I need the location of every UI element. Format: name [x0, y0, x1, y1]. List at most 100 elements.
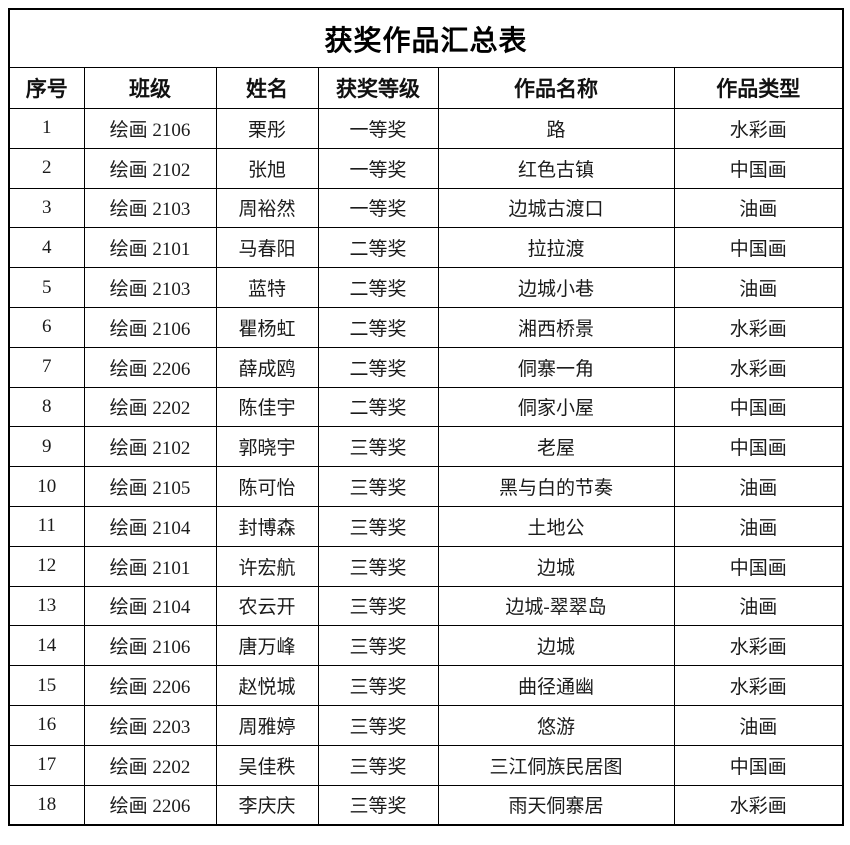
- cell-work_type: 水彩画: [673, 784, 844, 826]
- cell-award_level: 二等奖: [317, 267, 439, 308]
- cell-no: 9: [8, 426, 85, 468]
- cell-award_level: 三等奖: [317, 585, 439, 627]
- cell-student_name: 吴佳秩: [215, 744, 319, 786]
- table-row: 12 绘画 2101 许宏航 三等奖 边城 中国画: [8, 545, 844, 587]
- cell-class_name: 绘画 2106: [83, 306, 217, 348]
- cell-work_title: 边城: [437, 625, 675, 667]
- cell-no: 14: [8, 625, 85, 667]
- cell-work_type: 中国画: [673, 545, 844, 587]
- table-row: 6 绘画 2106 瞿杨虹 二等奖 湘西桥景 水彩画: [8, 306, 844, 348]
- cell-work_title: 侗家小屋: [437, 386, 675, 428]
- table-body: 1 绘画 2106 栗彤 一等奖路水彩画 2 绘画 2102 张旭 一等奖 红色古镇 中国画 3 绘画…: [8, 108, 844, 826]
- cell-student_name: 瞿杨虹: [215, 306, 319, 348]
- cell-no: 16: [8, 704, 85, 746]
- cell-award_level: 二等奖: [317, 306, 439, 348]
- table-row: 18 绘画 2206 李庆庆 三等奖 雨天侗寨居 水彩画: [8, 784, 844, 826]
- cell-student_name: 郭晓宇: [215, 426, 319, 468]
- cell-student_name: 李庆庆: [215, 784, 319, 826]
- cell-award_level: 一等奖: [317, 187, 439, 229]
- cell-work_title: 三江侗族民居图: [437, 744, 675, 786]
- cell-award_level: 三等奖: [317, 545, 439, 587]
- cell-student_name: 马春阳: [215, 227, 319, 269]
- cell-work_title: 老屋: [437, 426, 675, 468]
- cell-award_level: 三等奖: [317, 625, 439, 667]
- cell-award_level: 三等奖: [317, 704, 439, 746]
- award-summary-table: 获奖作品汇总表 序号 班级 姓名 获奖等级 作品名称 作品类型 1 绘画 2106 栗彤 一等奖…: [8, 8, 845, 827]
- table-row: 17 绘画 2202 吴佳秩 三等奖 三江侗族民居图 中国画: [8, 744, 844, 786]
- cell-work_type: 油画: [673, 585, 844, 627]
- cell-student_name: 薛成鸥: [215, 346, 319, 388]
- cell-student_name: 唐万峰: [215, 625, 319, 667]
- cell-work_title: 侗寨一角: [437, 346, 675, 388]
- cell-award_level: 二等奖: [317, 346, 439, 388]
- cell-work_title: 拉拉渡: [437, 227, 675, 269]
- cell-student_name: 周裕然: [215, 187, 319, 229]
- cell-work_type: 中国画: [673, 426, 844, 468]
- cell-work_title: 边城: [437, 545, 675, 587]
- cell-no: 17: [8, 744, 85, 786]
- cell-work_title: 边城小巷: [437, 267, 675, 308]
- table-row: 14 绘画 2106 唐万峰 三等奖 边城 水彩画: [8, 625, 844, 667]
- cell-no: 11: [8, 505, 85, 547]
- cell-no: 2: [8, 147, 85, 189]
- cell-award_level: 一等奖: [317, 108, 439, 149]
- cell-class_name: 绘画 2206: [83, 665, 217, 706]
- cell-work_type: 水彩画: [673, 346, 844, 388]
- header-cell-class_name: 班级: [83, 67, 217, 109]
- cell-work_type: 水彩画: [673, 108, 844, 149]
- table-row: 8 绘画 2202 陈佳宇 二等奖 侗家小屋 中国画: [8, 386, 844, 428]
- cell-student_name: 陈佳宇: [215, 386, 319, 428]
- table-row: 11 绘画 2104 封博森 三等奖 土地公 油画: [8, 505, 844, 547]
- cell-student_name: 许宏航: [215, 545, 319, 587]
- cell-work_type: 中国画: [673, 744, 844, 786]
- cell-class_name: 绘画 2104: [83, 585, 217, 627]
- cell-student_name: 蓝特: [215, 267, 319, 308]
- header-cell-award_level: 获奖等级: [317, 67, 439, 109]
- cell-no: 4: [8, 227, 85, 269]
- cell-work_title: 曲径通幽: [437, 665, 675, 706]
- cell-class_name: 绘画 2102: [83, 426, 217, 468]
- cell-class_name: 绘画 2103: [83, 187, 217, 229]
- header-cell-no: 序号: [8, 67, 85, 109]
- cell-work_type: 油画: [673, 187, 844, 229]
- cell-class_name: 绘画 2105: [83, 466, 217, 507]
- cell-class_name: 绘画 2202: [83, 744, 217, 786]
- cell-award_level: 三等奖: [317, 466, 439, 507]
- cell-class_name: 绘画 2103: [83, 267, 217, 308]
- cell-no: 3: [8, 187, 85, 229]
- cell-class_name: 绘画 2203: [83, 704, 217, 746]
- cell-work_title: 红色古镇: [437, 147, 675, 189]
- cell-work_type: 中国画: [673, 147, 844, 189]
- cell-class_name: 绘画 2102: [83, 147, 217, 189]
- table-row: 3 绘画 2103 周裕然 一等奖 边城古渡口 油画: [8, 187, 844, 229]
- table-title-row: 获奖作品汇总表: [8, 8, 844, 68]
- cell-no: 15: [8, 665, 85, 706]
- table-row: 9 绘画 2102 郭晓宇 三等奖 老屋 中国画: [8, 426, 844, 468]
- table-row: 2 绘画 2102 张旭 一等奖 红色古镇 中国画: [8, 147, 844, 189]
- header-cell-work_title: 作品名称: [437, 67, 675, 109]
- header-cell-work_type: 作品类型: [673, 67, 844, 109]
- cell-no: 8: [8, 386, 85, 428]
- cell-work_title: 路: [437, 108, 675, 149]
- header-cell-student_name: 姓名: [215, 67, 319, 109]
- cell-award_level: 一等奖: [317, 147, 439, 189]
- cell-work_type: 油画: [673, 505, 844, 547]
- cell-class_name: 绘画 2104: [83, 505, 217, 547]
- cell-student_name: 栗彤: [215, 108, 319, 149]
- cell-work_type: 油画: [673, 704, 844, 746]
- cell-class_name: 绘画 2106: [83, 108, 217, 149]
- cell-class_name: 绘画 2101: [83, 227, 217, 269]
- cell-class_name: 绘画 2206: [83, 346, 217, 388]
- cell-award_level: 二等奖: [317, 227, 439, 269]
- table-row: 7 绘画 2206 薛成鸥 二等奖 侗寨一角 水彩画: [8, 346, 844, 388]
- table-row: 5 绘画 2103 蓝特 二等奖 边城小巷 油画: [8, 267, 844, 308]
- cell-work_type: 水彩画: [673, 665, 844, 706]
- cell-student_name: 赵悦城: [215, 665, 319, 706]
- cell-class_name: 绘画 2206: [83, 784, 217, 826]
- cell-work_title: 边城古渡口: [437, 187, 675, 229]
- cell-work_type: 水彩画: [673, 625, 844, 667]
- cell-award_level: 三等奖: [317, 665, 439, 706]
- cell-work_type: 中国画: [673, 227, 844, 269]
- cell-student_name: 农云开: [215, 585, 319, 627]
